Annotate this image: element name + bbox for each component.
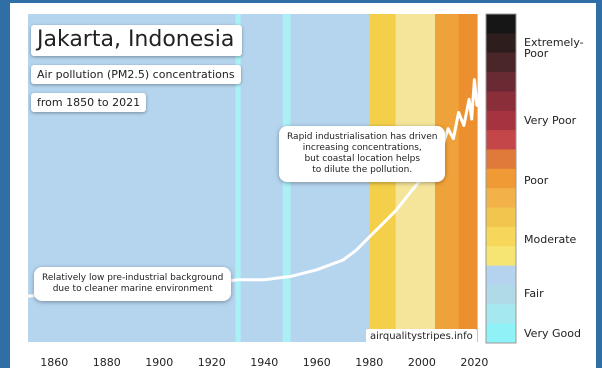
- legend-swatch: [486, 284, 516, 305]
- legend-swatch: [486, 304, 516, 325]
- x-tick-label: 1940: [250, 356, 278, 369]
- legend-swatch: [486, 188, 516, 209]
- legend-label: Extremely-Poor: [524, 36, 584, 60]
- annotation-line: to dilute the pollution.: [312, 165, 413, 175]
- series-point: [236, 278, 240, 281]
- source-credit: airqualitystripes.info: [366, 329, 477, 345]
- series-point: [381, 222, 384, 226]
- legend-swatch: [486, 226, 516, 247]
- x-tick-label: 1900: [145, 356, 173, 369]
- x-tick-label: 1960: [303, 356, 331, 369]
- series-point: [394, 209, 397, 212]
- series-point: [263, 278, 266, 281]
- series-point: [26, 294, 30, 298]
- legend-swatch: [486, 72, 516, 92]
- series-point: [470, 117, 473, 121]
- series-point: [368, 235, 371, 239]
- legend-border: [485, 13, 517, 344]
- legend-swatch: [486, 149, 516, 170]
- legend-swatch: [486, 33, 516, 54]
- pollution-line: [26, 78, 479, 298]
- annotation-industrial: Rapid industrialisation has driven incre…: [279, 126, 446, 182]
- legend-swatch: [486, 168, 516, 189]
- subtitle-line-2: from 1850 to 2021: [31, 93, 147, 112]
- legend-swatch: [486, 52, 516, 73]
- stripe: [235, 14, 242, 342]
- series-point: [467, 98, 471, 101]
- legend-swatch: [486, 91, 516, 112]
- stripe: [240, 14, 284, 342]
- x-axis: 1860 1880 1900 1920 1940 1960 1980 2000 2020: [40, 356, 488, 369]
- series-point: [341, 258, 345, 262]
- annotation-line: but coastal location helps: [304, 154, 421, 164]
- legend-label: Poor: [524, 174, 549, 187]
- legend-swatch: [486, 265, 516, 286]
- x-tick-label: 2000: [408, 356, 436, 369]
- series-point: [462, 124, 466, 127]
- series-point: [446, 127, 450, 130]
- x-tick-label: 1860: [40, 356, 68, 369]
- annotation-line: increasing concentrations,: [302, 143, 422, 153]
- x-tick-label: 1980: [355, 356, 383, 369]
- legend-swatch: [486, 110, 516, 131]
- legend-swatch: [486, 207, 516, 228]
- legend-label: Very Poor: [524, 114, 577, 127]
- chart-title: Jakarta, Indonesia: [31, 25, 243, 56]
- legend: Extremely-Poor Very Poor Poor Moderate Fair V…: [485, 13, 584, 344]
- annotation-preindustrial: Relatively low pre-industrial background…: [34, 267, 232, 301]
- series-point: [289, 275, 292, 278]
- series-point: [355, 249, 358, 252]
- legend-swatch: [486, 246, 516, 267]
- legend-label: Very Good: [524, 327, 581, 340]
- series-point: [473, 78, 476, 81]
- legend-label: Moderate: [524, 233, 577, 246]
- series-point: [457, 111, 460, 114]
- legend-label: Fair: [524, 287, 544, 300]
- series-point: [475, 104, 479, 108]
- annotation-line: Relatively low pre-industrial background: [42, 273, 224, 283]
- stripe: [458, 14, 478, 342]
- x-tick-label: 2020: [460, 356, 488, 369]
- series-point: [407, 193, 410, 196]
- x-tick-label: 1920: [198, 356, 226, 369]
- x-tick-label: 1880: [93, 356, 121, 369]
- annotation-line: due to cleaner marine environment: [52, 284, 213, 294]
- legend-swatch: [486, 14, 516, 34]
- annotation-line: Rapid industrialisation has driven: [287, 132, 438, 142]
- frame-bottom: [0, 368, 602, 376]
- subtitle-line-1: Air pollution (PM2.5) concentrations: [31, 65, 241, 84]
- series-point: [315, 268, 318, 271]
- series-point: [452, 137, 455, 140]
- legend-swatch: [486, 323, 516, 344]
- legend-swatch: [486, 130, 516, 150]
